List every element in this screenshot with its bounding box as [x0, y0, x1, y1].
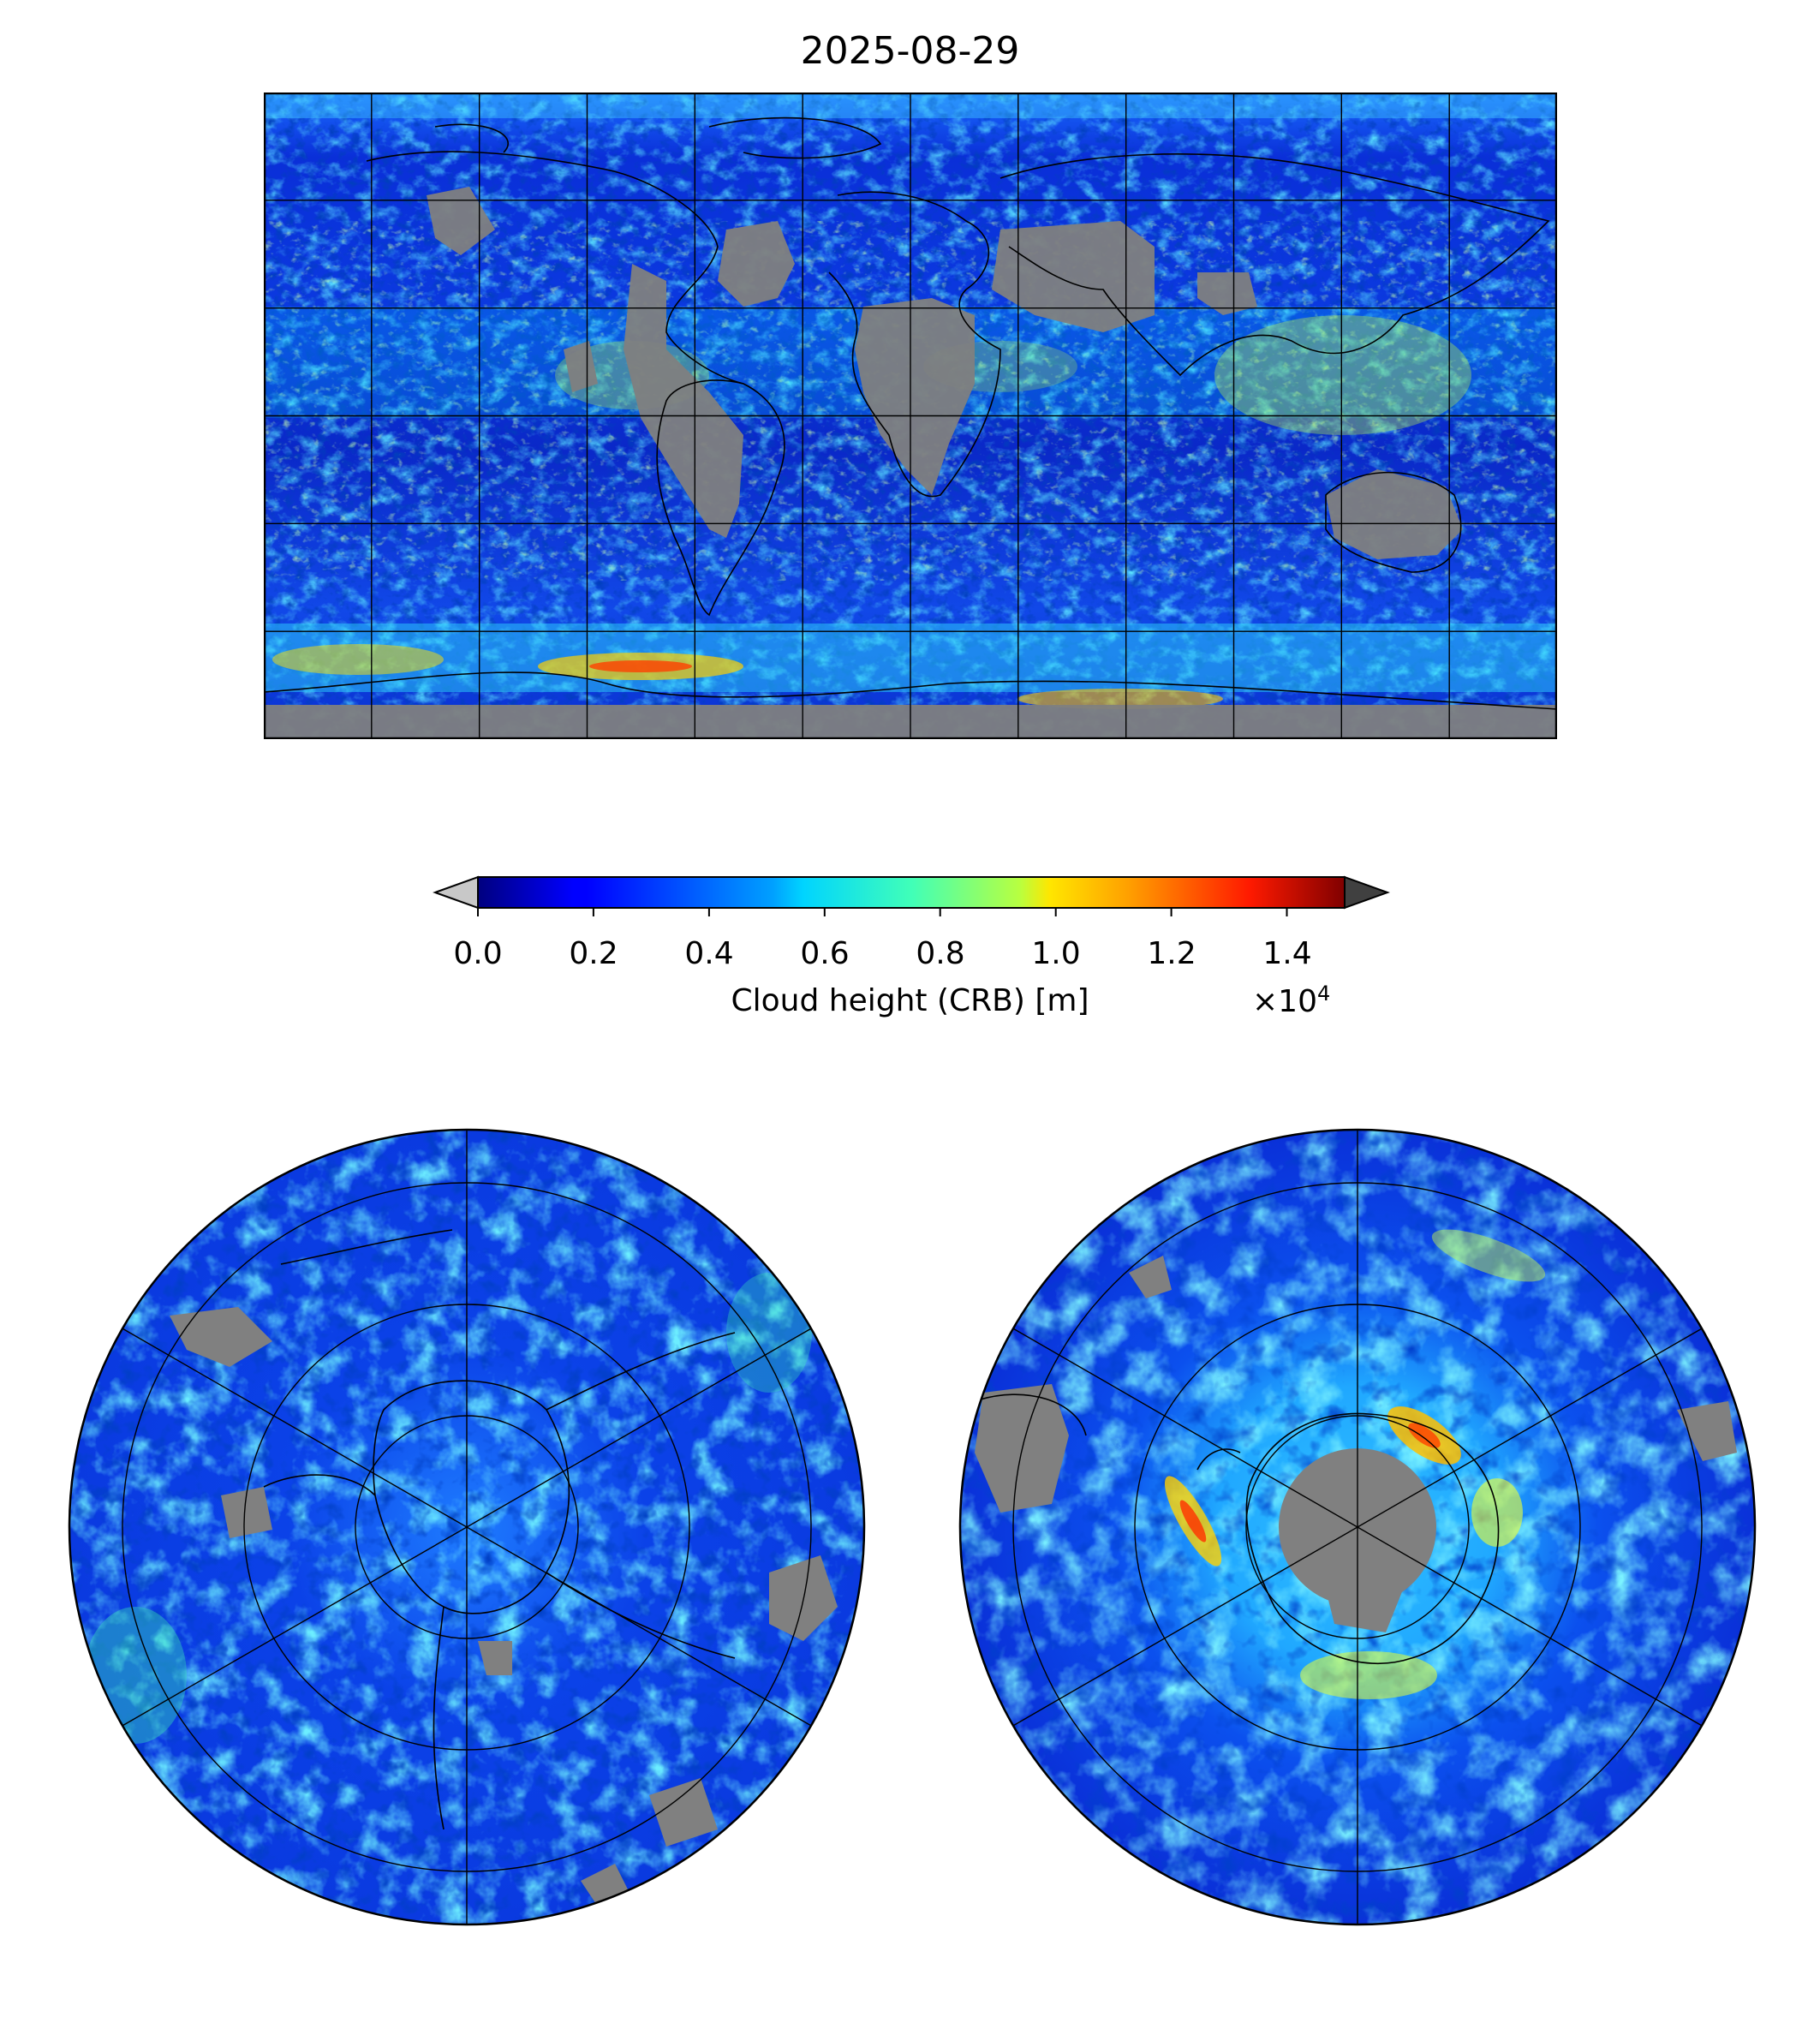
- colorbar-under-extension: [433, 875, 479, 910]
- colorbar-ramp: [478, 877, 1345, 908]
- colorbar-tick-5: 1.0: [1031, 936, 1081, 971]
- colorbar-tick-1: 0.2: [569, 936, 618, 971]
- colorbar-multiplier: ×104: [1252, 982, 1330, 1019]
- north-polar-frame: [68, 1128, 866, 1926]
- north-coastlines: [263, 1229, 736, 1830]
- colorbar-tick-0: 0.0: [453, 936, 503, 971]
- global-graticule: [264, 92, 1557, 739]
- south-polar-map: [958, 1128, 1757, 1926]
- global-coastlines: [264, 116, 1557, 710]
- figure-title: 2025-08-29: [800, 29, 1020, 73]
- global-map-frame: [264, 92, 1557, 739]
- colorbar-tick-7: 1.4: [1262, 936, 1312, 971]
- colorbar-tick-4: 0.8: [916, 936, 965, 971]
- south-graticule: [1011, 1130, 1704, 1925]
- colorbar-over-extension: [1344, 875, 1390, 910]
- colorbar-tick-6: 1.2: [1147, 936, 1196, 971]
- colorbar: [433, 875, 1390, 916]
- colorbar-tick-3: 0.6: [800, 936, 850, 971]
- colorbar-label: Cloud height (CRB) [m]: [731, 983, 1089, 1018]
- colorbar-tick-2: 0.4: [684, 936, 734, 971]
- north-graticule: [120, 1130, 814, 1925]
- north-polar-map: [68, 1128, 866, 1926]
- global-map: [264, 92, 1557, 739]
- colorbar-multiplier-exponent: 4: [1316, 982, 1331, 1006]
- colorbar-multiplier-base: ×10: [1252, 984, 1317, 1019]
- north-missing-data: [170, 1307, 838, 1907]
- south-polar-frame: [958, 1128, 1757, 1926]
